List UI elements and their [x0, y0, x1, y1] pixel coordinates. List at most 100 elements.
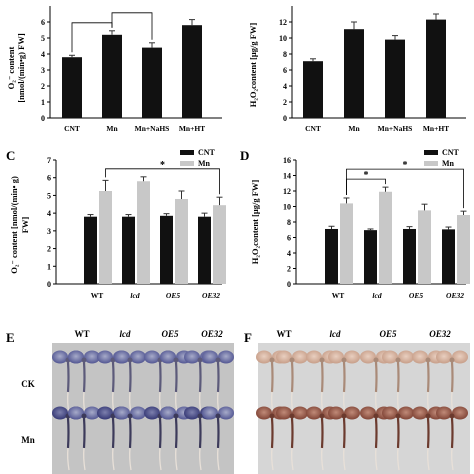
plot-area-b: 0 2 4 6 8 10 12 CNT Mn Mn+NaHS Mn+HT [279, 6, 466, 133]
panel-d-bar-cnt [364, 230, 377, 284]
panel-d-significance-star: * [364, 170, 369, 181]
panel-a-bar [182, 25, 202, 119]
chart-panel-d: D H₂O₂content [μg/g FW] 0 2 4 6 8 10 12 14 16 WT l… [240, 148, 470, 300]
panel-c-bar-cnt [160, 215, 173, 284]
y-axis-label-a-line2: [nmol/(min•g) FW] [16, 33, 26, 102]
column-label-wt: WT [74, 329, 89, 339]
panel-d-category-label: WT [332, 291, 345, 300]
panel-d-legend-label: Mn [442, 159, 455, 168]
panel-a-category-label: Mn+NaHS [135, 124, 170, 133]
chart-panel-b: H₂O₂content [μg/g FW] 0 2 4 6 8 10 12 CNT Mn Mn+N… [248, 6, 466, 133]
seedlings-f [256, 350, 468, 471]
y-axis-label-a: O₂⁻ content [nmol/(min•g) FW] [6, 33, 26, 102]
panel-c-ytick-label: 0 [47, 280, 51, 289]
seedling-e-mn [202, 406, 234, 471]
y-axis-label-c-line2: FW] [20, 217, 30, 234]
panel-c-ytick-label: 7 [47, 156, 51, 165]
column-label-oe5: OE5 [161, 329, 179, 339]
panel-b-category-label: CNT [305, 124, 321, 133]
seedling-e-mn [68, 406, 100, 471]
panel-label-f: F [244, 330, 252, 345]
panel-c-bar-cnt [84, 216, 97, 284]
panel-b-bar [344, 29, 364, 119]
panel-label-d: D [240, 148, 249, 163]
seedling-f-mn [436, 406, 468, 471]
panel-a-ytick-label: 1 [41, 98, 45, 107]
panel-a-ytick-label: 2 [41, 82, 45, 91]
panel-d-ytick-label: 10 [283, 203, 291, 212]
y-axis-label-b-line1: H₂O₂content [μg/g FW] [248, 23, 258, 108]
panel-a-bar [62, 57, 82, 118]
panel-d-legend-label: CNT [442, 148, 460, 157]
panel-c-category-label: lcd [130, 291, 139, 300]
panel-a-category-label: Mn [106, 124, 118, 133]
panel-c-significance-bracket [105, 168, 220, 195]
panel-a-category-label: Mn+HT [179, 124, 205, 133]
panel-c-legend-swatch [180, 150, 194, 155]
y-axis-label-d: H₂O₂content [μg/g FW] [250, 180, 260, 265]
panel-d-bar-mn [340, 203, 353, 284]
panel-c-ytick-label: 3 [47, 227, 51, 236]
staining-panel-e: E WT lcd OE5 OE32 CK Mn [6, 329, 234, 474]
panel-c-bar-cnt [122, 216, 135, 284]
panel-b-ytick-label: 2 [283, 98, 287, 107]
seedlings-e [52, 350, 234, 471]
panel-c-bar-mn [99, 191, 112, 284]
panel-d-ytick-label: 2 [287, 265, 291, 274]
panel-a-ytick-label: 5 [41, 34, 45, 43]
panel-c-ytick-label: 5 [47, 191, 51, 200]
y-axis-label-c-line1: O₂⁻ content [nmol/(min• g) [9, 176, 19, 274]
panel-d-ytick-label: 4 [287, 249, 291, 258]
panel-d-ytick-label: 0 [287, 280, 291, 289]
panel-c-significance-star: * [160, 160, 165, 171]
panel-b-bar [426, 19, 446, 119]
column-label-f-wt: WT [276, 329, 291, 339]
panel-d-bar-cnt [325, 228, 338, 284]
column-label-lcd: lcd [120, 329, 131, 339]
panel-b-ytick-label: 0 [283, 114, 287, 123]
panel-d-category-label: OE32 [446, 291, 464, 300]
y-axis-label-c: O₂⁻ content [nmol/(min• g) FW] [9, 176, 30, 274]
panel-b-ytick-label: 4 [283, 82, 287, 91]
plot-area-a: 0 1 2 3 4 5 6 CNT Mn Mn+NaHS Mn+HT [41, 6, 222, 133]
panel-a-bar [142, 47, 162, 118]
panel-c-ytick-label: 1 [47, 262, 51, 271]
panel-label-c: C [6, 148, 15, 163]
y-axis-label-b: H₂O₂content [μg/g FW] [248, 23, 258, 108]
row-label-ck: CK [21, 379, 35, 389]
panel-d-category-label: lcd [372, 291, 381, 300]
y-axis-label-a-line1: O₂⁻ content [6, 46, 16, 89]
seedling-f-mn [276, 406, 308, 471]
panel-c-category-label: OE32 [202, 291, 220, 300]
panel-d-legend-swatch [424, 150, 438, 155]
panel-c-bar-mn [213, 205, 226, 284]
panel-label-e: E [6, 330, 15, 345]
panel-d-ytick-label: 12 [283, 187, 291, 196]
panel-b-bar [303, 61, 323, 118]
panel-c-bar-cnt [198, 216, 211, 284]
column-label-oe32: OE32 [201, 329, 223, 339]
seedling-f-ck [328, 350, 360, 415]
panel-d-ytick-label: 8 [287, 218, 291, 227]
column-label-f-oe5: OE5 [379, 329, 397, 339]
panel-b-ytick-label: 12 [279, 18, 287, 27]
panel-d-ytick-label: 16 [283, 156, 291, 165]
chart-panel-c: C O₂⁻ content [nmol/(min• g) FW] 0 1 2 3 4 5 6… [6, 148, 226, 300]
panel-a-ytick-label: 6 [41, 18, 45, 27]
y-axis-label-d-line1: H₂O₂content [μg/g FW] [250, 180, 260, 265]
panel-d-significance-bracket [346, 168, 464, 209]
column-label-f-oe32: OE32 [429, 329, 451, 339]
seedling-e-mn [114, 406, 146, 471]
seedling-f-mn [328, 406, 360, 471]
panel-a-category-label: CNT [64, 124, 80, 133]
panel-d-bar-mn [418, 210, 431, 284]
panel-d-bar-mn [379, 191, 392, 284]
panel-c-category-label: WT [91, 291, 104, 300]
panel-c-ytick-label: 4 [47, 209, 51, 218]
panel-c-bar-mn [175, 198, 188, 284]
panel-b-category-label: Mn+HT [423, 124, 449, 133]
panel-c-legend-swatch [180, 161, 194, 166]
panel-d-ytick-label: 6 [287, 234, 291, 243]
panel-c-legend-label: CNT [198, 148, 216, 157]
